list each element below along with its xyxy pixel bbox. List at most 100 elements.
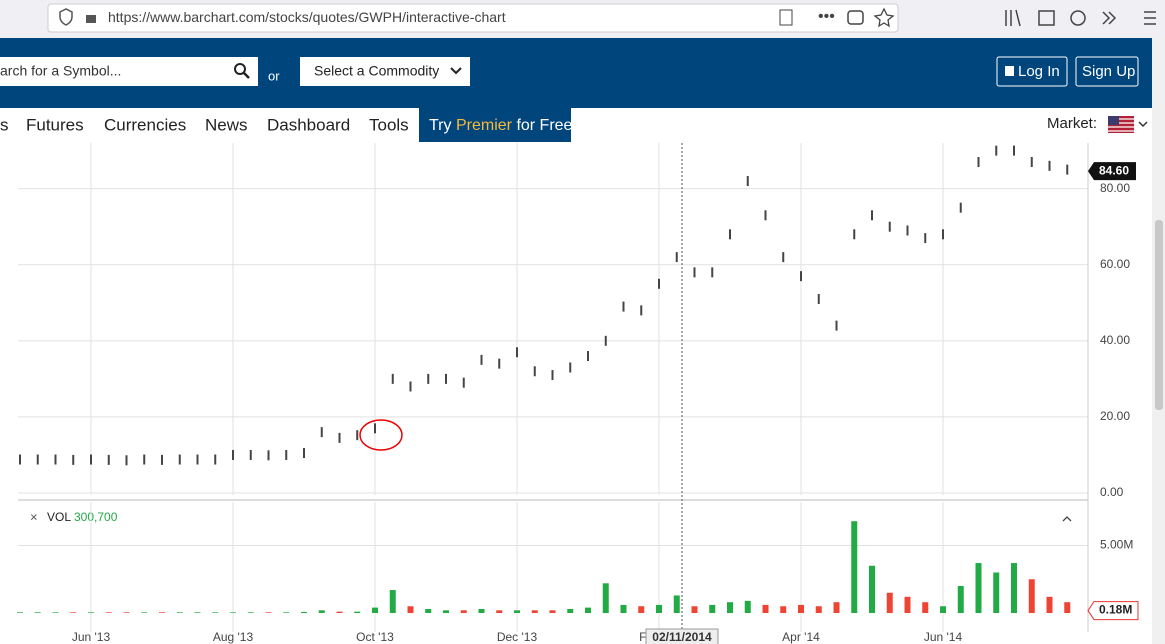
price-bar xyxy=(232,449,234,460)
volume-bar xyxy=(975,563,982,613)
price-bar xyxy=(374,423,376,434)
volume-bar xyxy=(886,592,893,613)
premier-button[interactable] xyxy=(419,108,571,142)
pocket-icon[interactable] xyxy=(847,10,864,25)
volume-bar xyxy=(815,606,822,613)
volume-bar xyxy=(496,610,503,613)
volume-bar xyxy=(212,612,219,613)
shield-icon[interactable] xyxy=(59,8,73,26)
login-button[interactable] xyxy=(996,56,1068,87)
close-icon[interactable]: × xyxy=(30,509,38,524)
price-bar xyxy=(267,450,270,461)
nav-item[interactable]: s xyxy=(0,115,9,134)
volume-bar xyxy=(425,608,432,613)
volume-bar xyxy=(283,612,290,613)
volume-bar xyxy=(1046,596,1053,613)
volume-bar xyxy=(531,610,538,613)
menu-icon[interactable] xyxy=(1144,11,1156,25)
annotation-circle xyxy=(359,419,403,451)
star-icon[interactable] xyxy=(873,7,895,28)
price-bar xyxy=(285,449,288,460)
volume-bar xyxy=(17,612,23,613)
volume-bar xyxy=(70,612,77,613)
volume-bar xyxy=(247,612,254,613)
volume-bar xyxy=(780,606,787,613)
x-tick-label: Jun '13 xyxy=(72,630,111,644)
price-bar xyxy=(800,271,802,282)
volume-bar xyxy=(585,607,591,613)
nav-item[interactable]: Futures xyxy=(26,115,84,134)
price-bar xyxy=(462,377,465,388)
volume-bar xyxy=(727,602,733,613)
price-bar xyxy=(995,145,998,156)
volume-bar xyxy=(176,612,183,613)
volume-bar xyxy=(194,612,201,613)
price-bar xyxy=(835,320,838,331)
nav-item[interactable]: Dashboard xyxy=(267,115,350,134)
nav-item[interactable]: News xyxy=(205,115,248,134)
premier-rest: for Free xyxy=(516,117,572,134)
price-bar xyxy=(1048,160,1051,171)
overflow-icon[interactable] xyxy=(1102,11,1117,25)
search-field[interactable] xyxy=(0,57,258,86)
volume-bar xyxy=(833,602,840,613)
search-placeholder: arch for a Symbol... xyxy=(0,63,121,79)
volume-bar xyxy=(957,586,964,613)
volume-bar xyxy=(443,610,449,613)
price-bar xyxy=(303,448,305,459)
volume-bar xyxy=(105,612,112,613)
scroll-thumb[interactable] xyxy=(1155,220,1163,410)
price-bar xyxy=(533,366,536,377)
commodity-select[interactable] xyxy=(300,57,470,86)
premier-try: Try xyxy=(429,117,452,134)
price-bar xyxy=(178,454,181,465)
reader-icon[interactable] xyxy=(779,9,793,26)
volume-bar xyxy=(407,606,414,613)
sidebar-icon[interactable] xyxy=(1038,10,1055,26)
price-bar xyxy=(161,454,163,465)
signup-button[interactable] xyxy=(1075,56,1139,87)
more-icon[interactable]: ••• xyxy=(818,8,835,25)
price-bar xyxy=(569,362,572,373)
x-tick-label: Dec '13 xyxy=(497,630,538,644)
price-bar xyxy=(19,454,21,465)
price-bar xyxy=(516,347,518,358)
last-volume-label: 0.18M xyxy=(1099,603,1132,617)
price-bar xyxy=(942,229,944,240)
price-bar xyxy=(924,233,927,244)
volume-bar xyxy=(638,606,645,613)
volume-bar xyxy=(656,604,662,613)
volume-bar xyxy=(389,590,396,613)
volume-bar xyxy=(922,602,929,613)
price-bar xyxy=(249,449,252,460)
volume-bar xyxy=(460,610,467,613)
nav-item[interactable]: Currencies xyxy=(104,115,186,134)
library-icon[interactable] xyxy=(1005,9,1021,27)
volume-bar xyxy=(354,611,361,613)
volume-bar xyxy=(940,606,946,613)
volume-bar xyxy=(52,612,59,613)
price-bar xyxy=(711,267,714,278)
volume-bar xyxy=(141,612,148,613)
volume-bar xyxy=(620,604,627,613)
price-bar xyxy=(640,305,643,316)
y-tick-label: 40.00 xyxy=(1100,333,1130,347)
nav-item[interactable]: Tools xyxy=(369,115,409,134)
last-price-label: 84.60 xyxy=(1099,163,1129,177)
volume-bar xyxy=(1064,602,1071,613)
price-bar xyxy=(480,354,483,365)
collapse-icon[interactable] xyxy=(1062,516,1072,522)
x-tick-label: Apr '14 xyxy=(782,630,820,644)
account-icon[interactable] xyxy=(1070,10,1086,26)
volume-bar xyxy=(798,604,804,613)
url-field[interactable] xyxy=(47,3,899,33)
volume-bar xyxy=(336,611,343,613)
volume-title: VOL xyxy=(47,510,71,524)
y-tick-label: 5.00M xyxy=(1100,538,1133,552)
price-bar xyxy=(1013,145,1015,156)
price-bar xyxy=(214,454,217,465)
last-volume-tag xyxy=(1087,601,1139,621)
price-bar xyxy=(54,454,57,465)
search-icon[interactable] xyxy=(234,63,246,75)
